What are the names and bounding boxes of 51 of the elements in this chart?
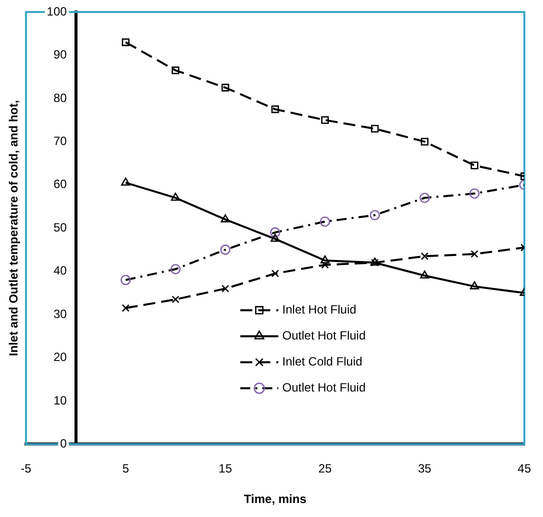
x-tick-label: 35 (418, 462, 432, 476)
point (172, 296, 180, 304)
point (220, 214, 230, 222)
x-tick-label: 15 (218, 462, 232, 476)
y-tick-label: 30 (53, 306, 68, 321)
x-axis-title: Time, mins (244, 492, 307, 506)
point (470, 162, 478, 170)
point (270, 234, 280, 242)
point (222, 284, 230, 292)
y-tick-label: 100 (46, 4, 68, 18)
y-tick-label: 20 (53, 350, 68, 364)
point (420, 270, 430, 279)
point (469, 188, 480, 199)
point (470, 250, 478, 258)
x-tick-label: 45 (518, 462, 532, 476)
legend-label: Outlet Hot Fluid (282, 380, 366, 395)
y-tick-label: 40 (53, 264, 68, 278)
point (170, 264, 181, 274)
legend-label: Inlet Cold Fluid (282, 354, 362, 369)
point (122, 38, 130, 46)
y-tick-label: 70 (53, 134, 68, 148)
point (420, 192, 430, 203)
point (222, 84, 230, 92)
point (470, 281, 480, 290)
point (220, 244, 230, 255)
point (271, 105, 279, 114)
point (120, 274, 131, 286)
point (122, 304, 130, 312)
x-tick-label: 25 (318, 462, 332, 476)
legend-label: Inlet Hot Fluid (282, 302, 356, 317)
y-tick-label: 0 (60, 436, 68, 451)
y-tick-label: 50 (53, 220, 68, 234)
x-tick-label: -5 (20, 462, 32, 476)
x-tick-label: 5 (122, 462, 130, 476)
y-tick-label: 80 (53, 90, 68, 105)
point (170, 192, 180, 201)
point (321, 116, 329, 124)
point (420, 252, 428, 260)
y-tick-label: 60 (53, 177, 68, 192)
point (420, 138, 428, 146)
point (320, 216, 330, 227)
point (270, 227, 280, 238)
point (172, 66, 180, 74)
y-tick-label: 90 (53, 48, 68, 62)
point (370, 210, 380, 220)
point (370, 124, 379, 133)
y-axis-title: Inlet and Outlet temperature of cold, and hot, (6, 100, 20, 356)
y-tick-label: 10 (53, 393, 68, 408)
point (121, 178, 130, 186)
point (320, 255, 330, 264)
legend-label: Outlet Hot Fluid (282, 328, 366, 343)
